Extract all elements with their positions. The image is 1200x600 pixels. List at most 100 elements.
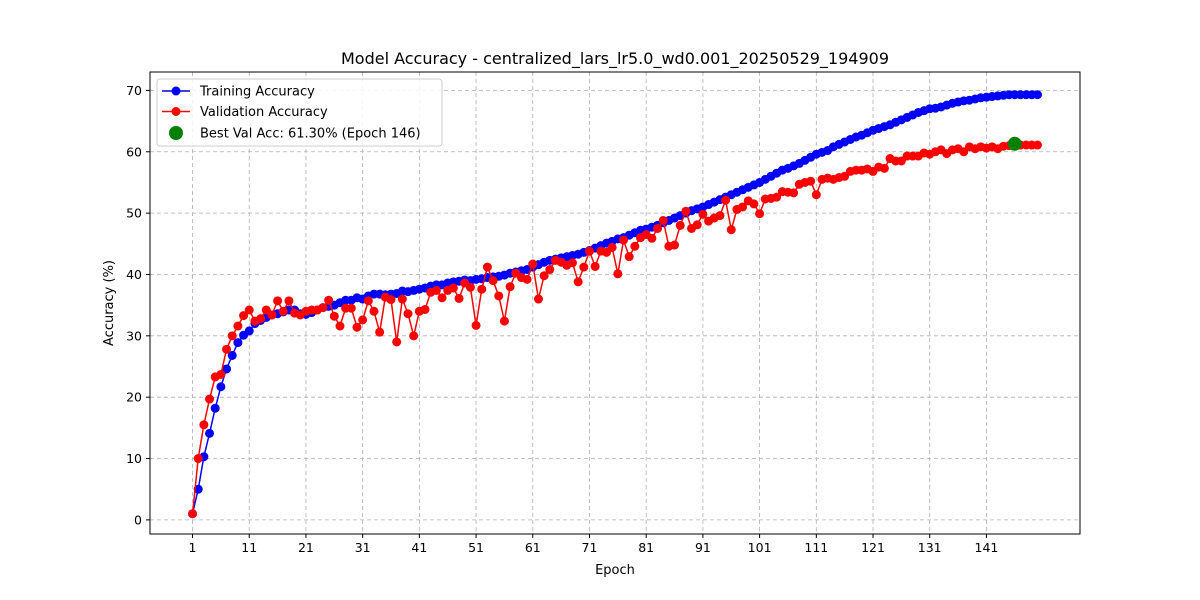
legend-validation-label: Validation Accuracy	[200, 105, 328, 120]
training-point	[244, 326, 254, 336]
y-tick-label: 30	[126, 328, 142, 343]
x-tick-label: 61	[525, 540, 541, 555]
validation-point	[420, 304, 430, 314]
x-tick-label: 51	[468, 540, 484, 555]
y-tick-label: 70	[126, 83, 142, 98]
axis-ticks: 1 11 21 31 41 51 61 71 81 91 101 111 121 131 141010203…	[126, 83, 998, 555]
validation-point	[397, 294, 407, 304]
validation-point	[738, 202, 748, 212]
validation-point	[584, 246, 594, 256]
validation-point	[471, 320, 481, 330]
x-tick-label: 111	[804, 540, 828, 555]
validation-point	[227, 331, 237, 341]
training-point	[233, 338, 243, 348]
validation-point	[205, 394, 215, 404]
validation-point	[448, 283, 458, 293]
validation-point	[726, 225, 736, 235]
x-tick-label: 41	[411, 540, 427, 555]
legend-best-marker	[169, 126, 183, 140]
validation-point	[624, 252, 634, 262]
validation-point	[772, 192, 782, 202]
legend-validation-marker	[171, 107, 181, 116]
validation-point	[698, 209, 708, 219]
legend-box	[156, 78, 443, 147]
validation-point	[499, 316, 509, 326]
validation-point	[613, 269, 623, 279]
validation-point	[522, 274, 532, 284]
validation-point	[193, 454, 203, 464]
validation-point	[619, 235, 629, 245]
series-layer	[188, 90, 1042, 519]
validation-point	[590, 261, 600, 271]
validation-point	[658, 215, 668, 225]
validation-point	[607, 242, 617, 252]
validation-point	[879, 163, 889, 173]
y-axis-label: Accuracy (%)	[102, 260, 117, 346]
validation-point	[352, 322, 362, 332]
validation-point	[533, 294, 543, 304]
x-tick-label: 31	[355, 540, 371, 555]
y-tick-label: 10	[126, 451, 142, 466]
validation-point	[409, 331, 419, 341]
validation-point	[749, 199, 759, 209]
validation-series	[188, 139, 1042, 519]
validation-point	[528, 259, 538, 269]
validation-point	[579, 262, 589, 272]
training-point	[205, 428, 215, 438]
training-point	[227, 350, 237, 360]
validation-point	[1032, 140, 1042, 150]
x-tick-label: 21	[298, 540, 314, 555]
validation-point	[256, 314, 266, 324]
validation-point	[755, 209, 765, 219]
validation-point	[431, 285, 441, 295]
validation-point	[465, 282, 475, 292]
x-tick-label: 131	[918, 540, 942, 555]
training-point	[210, 403, 220, 413]
validation-point	[482, 262, 492, 272]
y-tick-label: 60	[126, 144, 142, 159]
validation-point	[244, 305, 254, 315]
x-tick-label: 141	[975, 540, 999, 555]
validation-point	[675, 220, 685, 230]
x-tick-label: 71	[582, 540, 598, 555]
validation-point	[318, 303, 328, 313]
validation-point	[369, 306, 379, 316]
validation-point	[505, 282, 515, 292]
validation-point	[670, 240, 680, 250]
y-tick-label: 0	[134, 512, 142, 527]
chart-title: Model Accuracy - centralized_lars_lr5.0_…	[341, 49, 889, 69]
training-point	[1032, 90, 1042, 100]
validation-point	[573, 277, 583, 287]
legend-training-marker	[171, 86, 181, 96]
validation-point	[806, 176, 816, 186]
x-tick-label: 101	[748, 540, 772, 555]
validation-point	[647, 233, 657, 243]
validation-point	[681, 206, 691, 216]
validation-point	[721, 195, 731, 205]
validation-point	[789, 188, 799, 198]
validation-point	[363, 296, 373, 306]
validation-point	[630, 241, 640, 251]
x-tick-label: 11	[241, 540, 257, 555]
validation-point	[375, 327, 385, 337]
validation-point	[477, 284, 487, 294]
validation-point	[239, 311, 249, 321]
validation-point	[715, 211, 725, 221]
legend: Training Accuracy Validation Accuracy Be…	[156, 78, 443, 147]
validation-point	[653, 223, 663, 233]
x-tick-label: 91	[695, 540, 711, 555]
validation-point	[545, 265, 555, 275]
validation-point	[199, 420, 209, 430]
legend-training-label: Training Accuracy	[199, 85, 315, 100]
y-tick-label: 50	[126, 206, 142, 221]
validation-point	[539, 271, 549, 281]
x-tick-label: 81	[638, 540, 654, 555]
best-val-marker	[1007, 136, 1022, 151]
validation-point	[811, 190, 821, 200]
validation-point	[386, 295, 396, 305]
validation-point	[222, 344, 232, 354]
validation-point	[392, 337, 402, 347]
y-tick-label: 40	[126, 267, 142, 282]
x-tick-label: 1	[189, 540, 197, 555]
validation-point	[494, 291, 504, 301]
